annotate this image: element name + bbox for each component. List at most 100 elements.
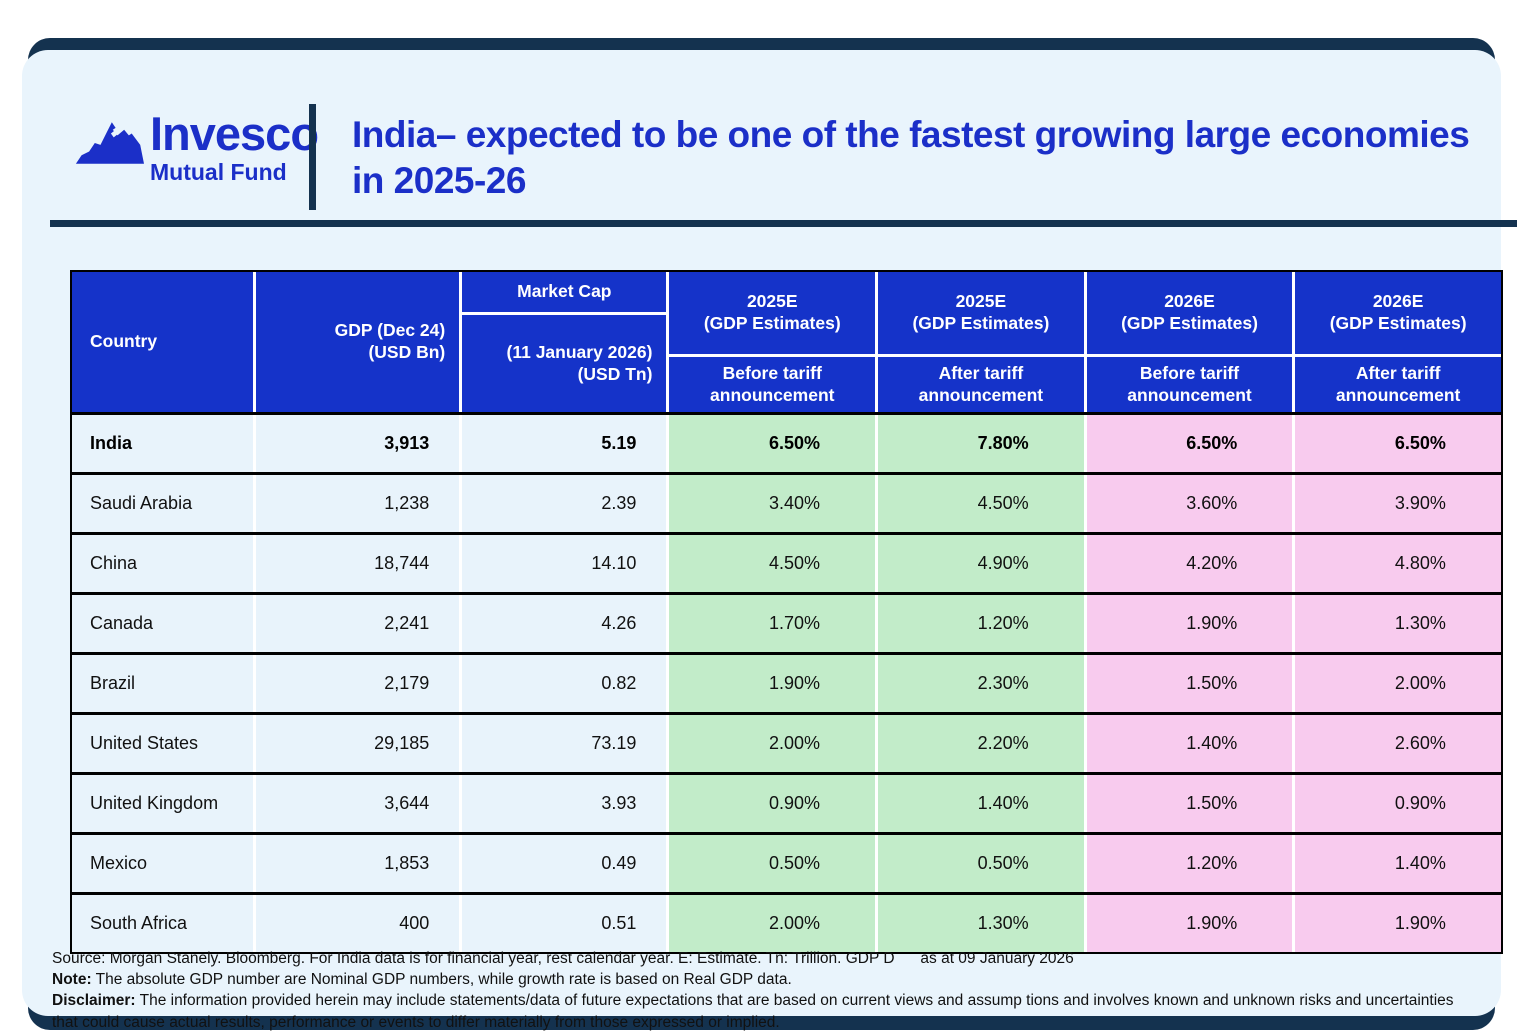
cell-market-cap: 0.82 — [459, 655, 667, 712]
header-2025-after: 2025E (GDP Estimates) — [875, 272, 1084, 354]
note-label: Note: — [52, 971, 92, 988]
brand-subtitle: Mutual Fund — [150, 159, 287, 185]
header-2026-after: 2026E (GDP Estimates) — [1292, 272, 1501, 354]
header-2026-before: 2026E (GDP Estimates) — [1083, 272, 1293, 354]
subheader-before-tariff: Before tariff announcement — [1083, 354, 1293, 412]
footnotes: Source: Morgan Stanely. Bloomberg. For I… — [52, 948, 1473, 1034]
header-market-cap: Market Cap — [459, 272, 666, 312]
header-year: 2025E — [955, 291, 1007, 312]
cell-2025-after: 7.80% — [875, 415, 1084, 472]
cell-2025-before: 6.50% — [666, 415, 876, 472]
cell-gdp: 2,241 — [253, 595, 460, 652]
note-line: Note: The absolute GDP number are Nomina… — [52, 969, 1473, 990]
header-gdp: GDP (Dec 24) (USD Bn) — [253, 272, 459, 412]
cell-2026-after: 3.90% — [1292, 475, 1501, 532]
table-row-saudi-arabia: Saudi Arabia 1,238 2.39 3.40% 4.50% 3.60… — [72, 472, 1501, 532]
source-note: Source: Morgan Stanely. Bloomberg. For I… — [52, 950, 1074, 967]
mountain-logo-icon — [74, 120, 144, 171]
disclaimer-text: The information provided herein may incl… — [52, 992, 1458, 1031]
table-row-canada: Canada 2,241 4.26 1.70% 1.20% 1.90% 1.30… — [72, 592, 1501, 652]
cell-gdp: 29,185 — [253, 715, 460, 772]
cell-country: India — [72, 415, 254, 472]
header-label: (GDP Estimates) — [703, 313, 841, 333]
cell-gdp: 18,744 — [253, 535, 460, 592]
cell-2026-before: 6.50% — [1083, 415, 1293, 472]
cell-2026-after: 1.40% — [1292, 835, 1501, 892]
cell-gdp: 1,853 — [253, 835, 460, 892]
cell-2026-after: 4.80% — [1292, 535, 1501, 592]
cell-2026-before: 4.20% — [1083, 535, 1293, 592]
table-row-south-africa: South Africa 400 0.51 2.00% 1.30% 1.90% … — [72, 892, 1501, 952]
cell-2025-after: 2.20% — [875, 715, 1084, 772]
cell-2025-after: 0.50% — [875, 835, 1084, 892]
cell-market-cap: 5.19 — [459, 415, 667, 472]
cell-2026-before: 3.60% — [1083, 475, 1293, 532]
cell-2025-after: 4.90% — [875, 535, 1084, 592]
cell-country: United Kingdom — [72, 775, 254, 832]
cell-market-cap: 2.39 — [459, 475, 667, 532]
cell-market-cap: 73.19 — [459, 715, 667, 772]
cell-2025-before: 0.50% — [666, 835, 876, 892]
header-divider — [50, 220, 1517, 227]
cell-2025-before: 4.50% — [666, 535, 876, 592]
cell-2026-after: 6.50% — [1292, 415, 1501, 472]
note-text: The absolute GDP number are Nominal GDP … — [91, 971, 792, 988]
invesco-logo: Invesco Mutual Fund — [74, 107, 319, 185]
header-market-cap-sub: (11 January 2026) (USD Tn) — [459, 312, 667, 412]
cell-gdp: 3,644 — [253, 775, 460, 832]
cell-country: China — [72, 535, 254, 592]
cell-2025-before: 1.90% — [666, 655, 876, 712]
header-2025-before: 2025E (GDP Estimates) — [666, 272, 875, 354]
cell-country: Brazil — [72, 655, 254, 712]
brand-name: Invesco — [150, 107, 319, 160]
cell-2025-after: 4.50% — [875, 475, 1084, 532]
header-year: 2026E — [1164, 291, 1215, 312]
cell-country: South Africa — [72, 895, 254, 952]
cell-2026-after: 2.00% — [1292, 655, 1501, 712]
cell-2025-before: 2.00% — [666, 715, 876, 772]
cell-2026-before: 1.50% — [1083, 775, 1293, 832]
header-country: Country — [90, 331, 158, 352]
cell-2025-before: 0.90% — [666, 775, 876, 832]
cell-2025-after: 2.30% — [875, 655, 1084, 712]
cell-2026-after: 2.60% — [1292, 715, 1501, 772]
logo-title-divider — [309, 104, 316, 210]
cell-market-cap: 3.93 — [459, 775, 667, 832]
table-header: Country GDP (Dec 24) (USD Bn) Market Cap… — [72, 272, 1501, 412]
cell-2025-after: 1.30% — [875, 895, 1084, 952]
cell-2026-before: 1.40% — [1083, 715, 1293, 772]
cell-2026-before: 1.90% — [1083, 895, 1293, 952]
cell-gdp: 3,913 — [253, 415, 460, 472]
header-label: (GDP Estimates) — [912, 313, 1050, 333]
cell-2025-before: 3.40% — [666, 475, 876, 532]
table-row-mexico: Mexico 1,853 0.49 0.50% 0.50% 1.20% 1.40… — [72, 832, 1501, 892]
subheader-after-tariff: After tariff announcement — [1292, 354, 1501, 412]
table-row-brazil: Brazil 2,179 0.82 1.90% 2.30% 1.50% 2.00… — [72, 652, 1501, 712]
cell-2026-before: 1.20% — [1083, 835, 1293, 892]
header-label: (GDP Estimates) — [1121, 313, 1258, 333]
cell-2025-after: 1.20% — [875, 595, 1084, 652]
cell-2025-after: 1.40% — [875, 775, 1084, 832]
cell-gdp: 2,179 — [253, 655, 460, 712]
header-label: (GDP Estimates) — [1329, 313, 1467, 333]
disclaimer-line: Disclaimer: The information provided her… — [52, 990, 1473, 1034]
table-row-united-kingdom: United Kingdom 3,644 3.93 0.90% 1.40% 1.… — [72, 772, 1501, 832]
header-year: 2026E — [1372, 291, 1424, 312]
cell-2026-before: 1.90% — [1083, 595, 1293, 652]
cell-market-cap: 14.10 — [459, 535, 667, 592]
cell-gdp: 400 — [253, 895, 460, 952]
cell-2026-before: 1.50% — [1083, 655, 1293, 712]
subheader-before-tariff: Before tariff announcement — [666, 354, 876, 412]
cell-2025-before: 2.00% — [666, 895, 876, 952]
cell-country: Mexico — [72, 835, 254, 892]
table-row-india: India 3,913 5.19 6.50% 7.80% 6.50% 6.50% — [72, 412, 1501, 472]
cell-market-cap: 4.26 — [459, 595, 667, 652]
table-row-united-states: United States 29,185 73.19 2.00% 2.20% 1… — [72, 712, 1501, 772]
cell-2026-after: 0.90% — [1292, 775, 1501, 832]
cell-gdp: 1,238 — [253, 475, 460, 532]
cell-2026-after: 1.30% — [1292, 595, 1501, 652]
page-title: India– expected to be one of the fastest… — [352, 114, 1470, 201]
header-year: 2025E — [746, 291, 798, 312]
slide-card: Invesco Mutual Fund India– expected to b… — [22, 50, 1517, 1031]
gdp-estimates-table: Country GDP (Dec 24) (USD Bn) Market Cap… — [70, 270, 1503, 954]
